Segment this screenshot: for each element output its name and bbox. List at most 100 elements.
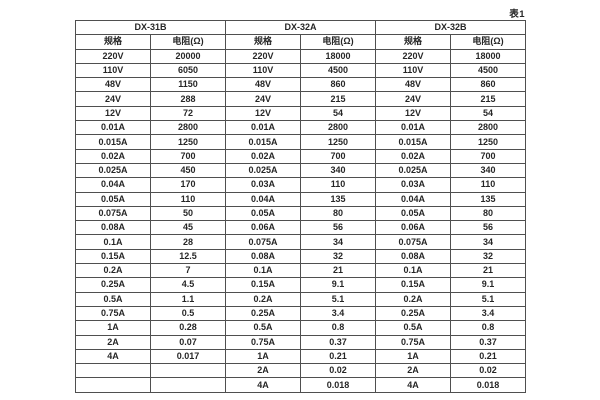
- table-row: 1A 0.28 0.5A 0.8 0.5A 0.8: [75, 320, 527, 336]
- table-cell-spec: 0.05A: [75, 191, 151, 207]
- table-cell-spec: 0.2A: [225, 291, 302, 307]
- table-cell-spec: 24V: [75, 91, 151, 107]
- table-cell-resistance: 135: [450, 191, 527, 207]
- table-cell-spec: 0.08A: [75, 220, 151, 236]
- table-cell-spec: 0.06A: [375, 220, 452, 236]
- table-cell-spec: 0.015A: [225, 134, 302, 150]
- table-cell-resistance: 110: [450, 177, 527, 193]
- table-cell-spec: 0.02A: [225, 148, 302, 164]
- table-cell-spec: 12V: [75, 105, 151, 122]
- table-cell-spec: 2A: [75, 334, 151, 350]
- table-row: 24V 288 24V 215 24V 215: [75, 91, 527, 107]
- table-cell-spec: 1A: [75, 320, 151, 336]
- table-cell-spec: 48V: [75, 77, 151, 93]
- table-cell-spec: 0.015A: [75, 134, 151, 150]
- table-cell-spec: 0.08A: [225, 248, 302, 265]
- table-cell-resistance: 18000: [300, 48, 377, 64]
- table-cell-spec: 0.04A: [375, 191, 452, 207]
- table-column-header-spec: 规格: [375, 34, 452, 50]
- table-cell-resistance: [149, 363, 227, 379]
- table-cell-resistance: 340: [450, 162, 527, 179]
- table-cell-spec: 220V: [375, 48, 452, 64]
- table-cell-resistance: 5.1: [450, 291, 527, 307]
- table-cell-spec: 0.03A: [375, 177, 452, 193]
- table-cell-resistance: 288: [149, 91, 227, 107]
- table-row: 0.5A 1.1 0.2A 5.1 0.2A 5.1: [75, 291, 527, 307]
- table-row: 220V 20000 220V 18000 220V 18000: [75, 48, 527, 64]
- table-row: 0.2A 7 0.1A 21 0.1A 21: [75, 263, 527, 279]
- table-cell-resistance: 170: [149, 177, 227, 193]
- table-cell-spec: [75, 363, 151, 379]
- table-cell-resistance: 3.4: [300, 305, 377, 322]
- table-cell-spec: 12V: [375, 105, 452, 122]
- table-cell-spec: [75, 377, 151, 393]
- table-cell-spec: 220V: [75, 48, 151, 64]
- table-cell-spec: 0.03A: [225, 177, 302, 193]
- table-cell-resistance: 4500: [300, 62, 377, 79]
- table-cell-resistance: 0.02: [300, 363, 377, 379]
- table-cell-spec: 24V: [225, 91, 302, 107]
- table-cell-spec: 0.025A: [375, 162, 452, 179]
- table-cell-resistance: 20000: [149, 48, 227, 64]
- table-cell-resistance: 1250: [450, 134, 527, 150]
- table-row: 0.75A 0.5 0.25A 3.4 0.25A 3.4: [75, 305, 527, 322]
- table-cell-resistance: 80: [300, 205, 377, 222]
- table-cell-resistance: 45: [149, 220, 227, 236]
- table-row: 0.02A 700 0.02A 700 0.02A 700: [75, 148, 527, 164]
- table-cell-resistance: 860: [300, 77, 377, 93]
- table-cell-spec: 0.75A: [375, 334, 452, 350]
- table-column-header-row: 规格 电阻(Ω) 规格 电阻(Ω) 规格 电阻(Ω): [75, 34, 527, 50]
- table-cell-spec: 0.01A: [225, 120, 302, 136]
- table-cell-resistance: 215: [300, 91, 377, 107]
- table-column-header-spec: 规格: [225, 34, 302, 50]
- table-cell-resistance: 2800: [149, 120, 227, 136]
- table-cell-spec: 0.02A: [375, 148, 452, 164]
- table-cell-spec: 110V: [375, 62, 452, 79]
- table-group-header-dx32a: DX-32A: [225, 19, 377, 36]
- table-column-header-resistance: 电阻(Ω): [300, 34, 377, 50]
- table-cell-spec: 0.06A: [225, 220, 302, 236]
- table-row: 0.1A 28 0.075A 34 0.075A 34: [75, 234, 527, 250]
- table-cell-spec: 0.5A: [225, 320, 302, 336]
- table-row: 4A 0.017 1A 0.21 1A 0.21: [75, 348, 527, 365]
- table-cell-resistance: 135: [300, 191, 377, 207]
- table-cell-resistance: 21: [450, 263, 527, 279]
- table-cell-resistance: 700: [450, 148, 527, 164]
- table-cell-resistance: 56: [300, 220, 377, 236]
- table-cell-resistance: 0.37: [300, 334, 377, 350]
- table-cell-resistance: [149, 377, 227, 393]
- table-cell-spec: 0.15A: [225, 277, 302, 293]
- table-cell-resistance: 54: [450, 105, 527, 122]
- table-row: 0.05A 110 0.04A 135 0.04A 135: [75, 191, 527, 207]
- table-cell-spec: 0.05A: [225, 205, 302, 222]
- table-cell-spec: 220V: [225, 48, 302, 64]
- table-column-header-spec: 规格: [75, 34, 151, 50]
- table-cell-resistance: 72: [149, 105, 227, 122]
- table-row: 110V 6050 110V 4500 110V 4500: [75, 62, 527, 79]
- table-cell-spec: 1A: [375, 348, 452, 365]
- table-cell-resistance: 0.02: [450, 363, 527, 379]
- table-cell-spec: 0.1A: [225, 263, 302, 279]
- table-cell-spec: 0.2A: [75, 263, 151, 279]
- table-cell-resistance: 215: [450, 91, 527, 107]
- table-cell-spec: 0.5A: [375, 320, 452, 336]
- table-cell-spec: 0.01A: [75, 120, 151, 136]
- table-body: 220V 20000 220V 18000 220V 18000 110V 6050 110V 4…: [75, 48, 527, 393]
- table-cell-resistance: 700: [300, 148, 377, 164]
- resistance-table: DX-31B DX-32A DX-32B 规格 电阻(Ω) 规格 电阻(Ω) 规…: [74, 19, 527, 393]
- table-cell-spec: 4A: [75, 348, 151, 365]
- table-cell-spec: 0.25A: [225, 305, 302, 322]
- table-cell-spec: 0.1A: [375, 263, 452, 279]
- table-group-header-dx31b: DX-31B: [74, 19, 227, 36]
- table-cell-resistance: 34: [300, 234, 377, 250]
- table-cell-spec: 110V: [225, 62, 302, 79]
- table-cell-resistance: 0.018: [300, 377, 377, 393]
- table-cell-spec: 0.025A: [225, 162, 302, 179]
- table-row: 2A 0.02 2A 0.02: [75, 363, 527, 379]
- table-cell-spec: 48V: [375, 77, 452, 93]
- table-row: 0.08A 45 0.06A 56 0.06A 56: [75, 220, 527, 236]
- table-cell-resistance: 110: [149, 191, 227, 207]
- table-cell-resistance: 50: [149, 205, 227, 222]
- table-caption: 表1: [509, 9, 525, 20]
